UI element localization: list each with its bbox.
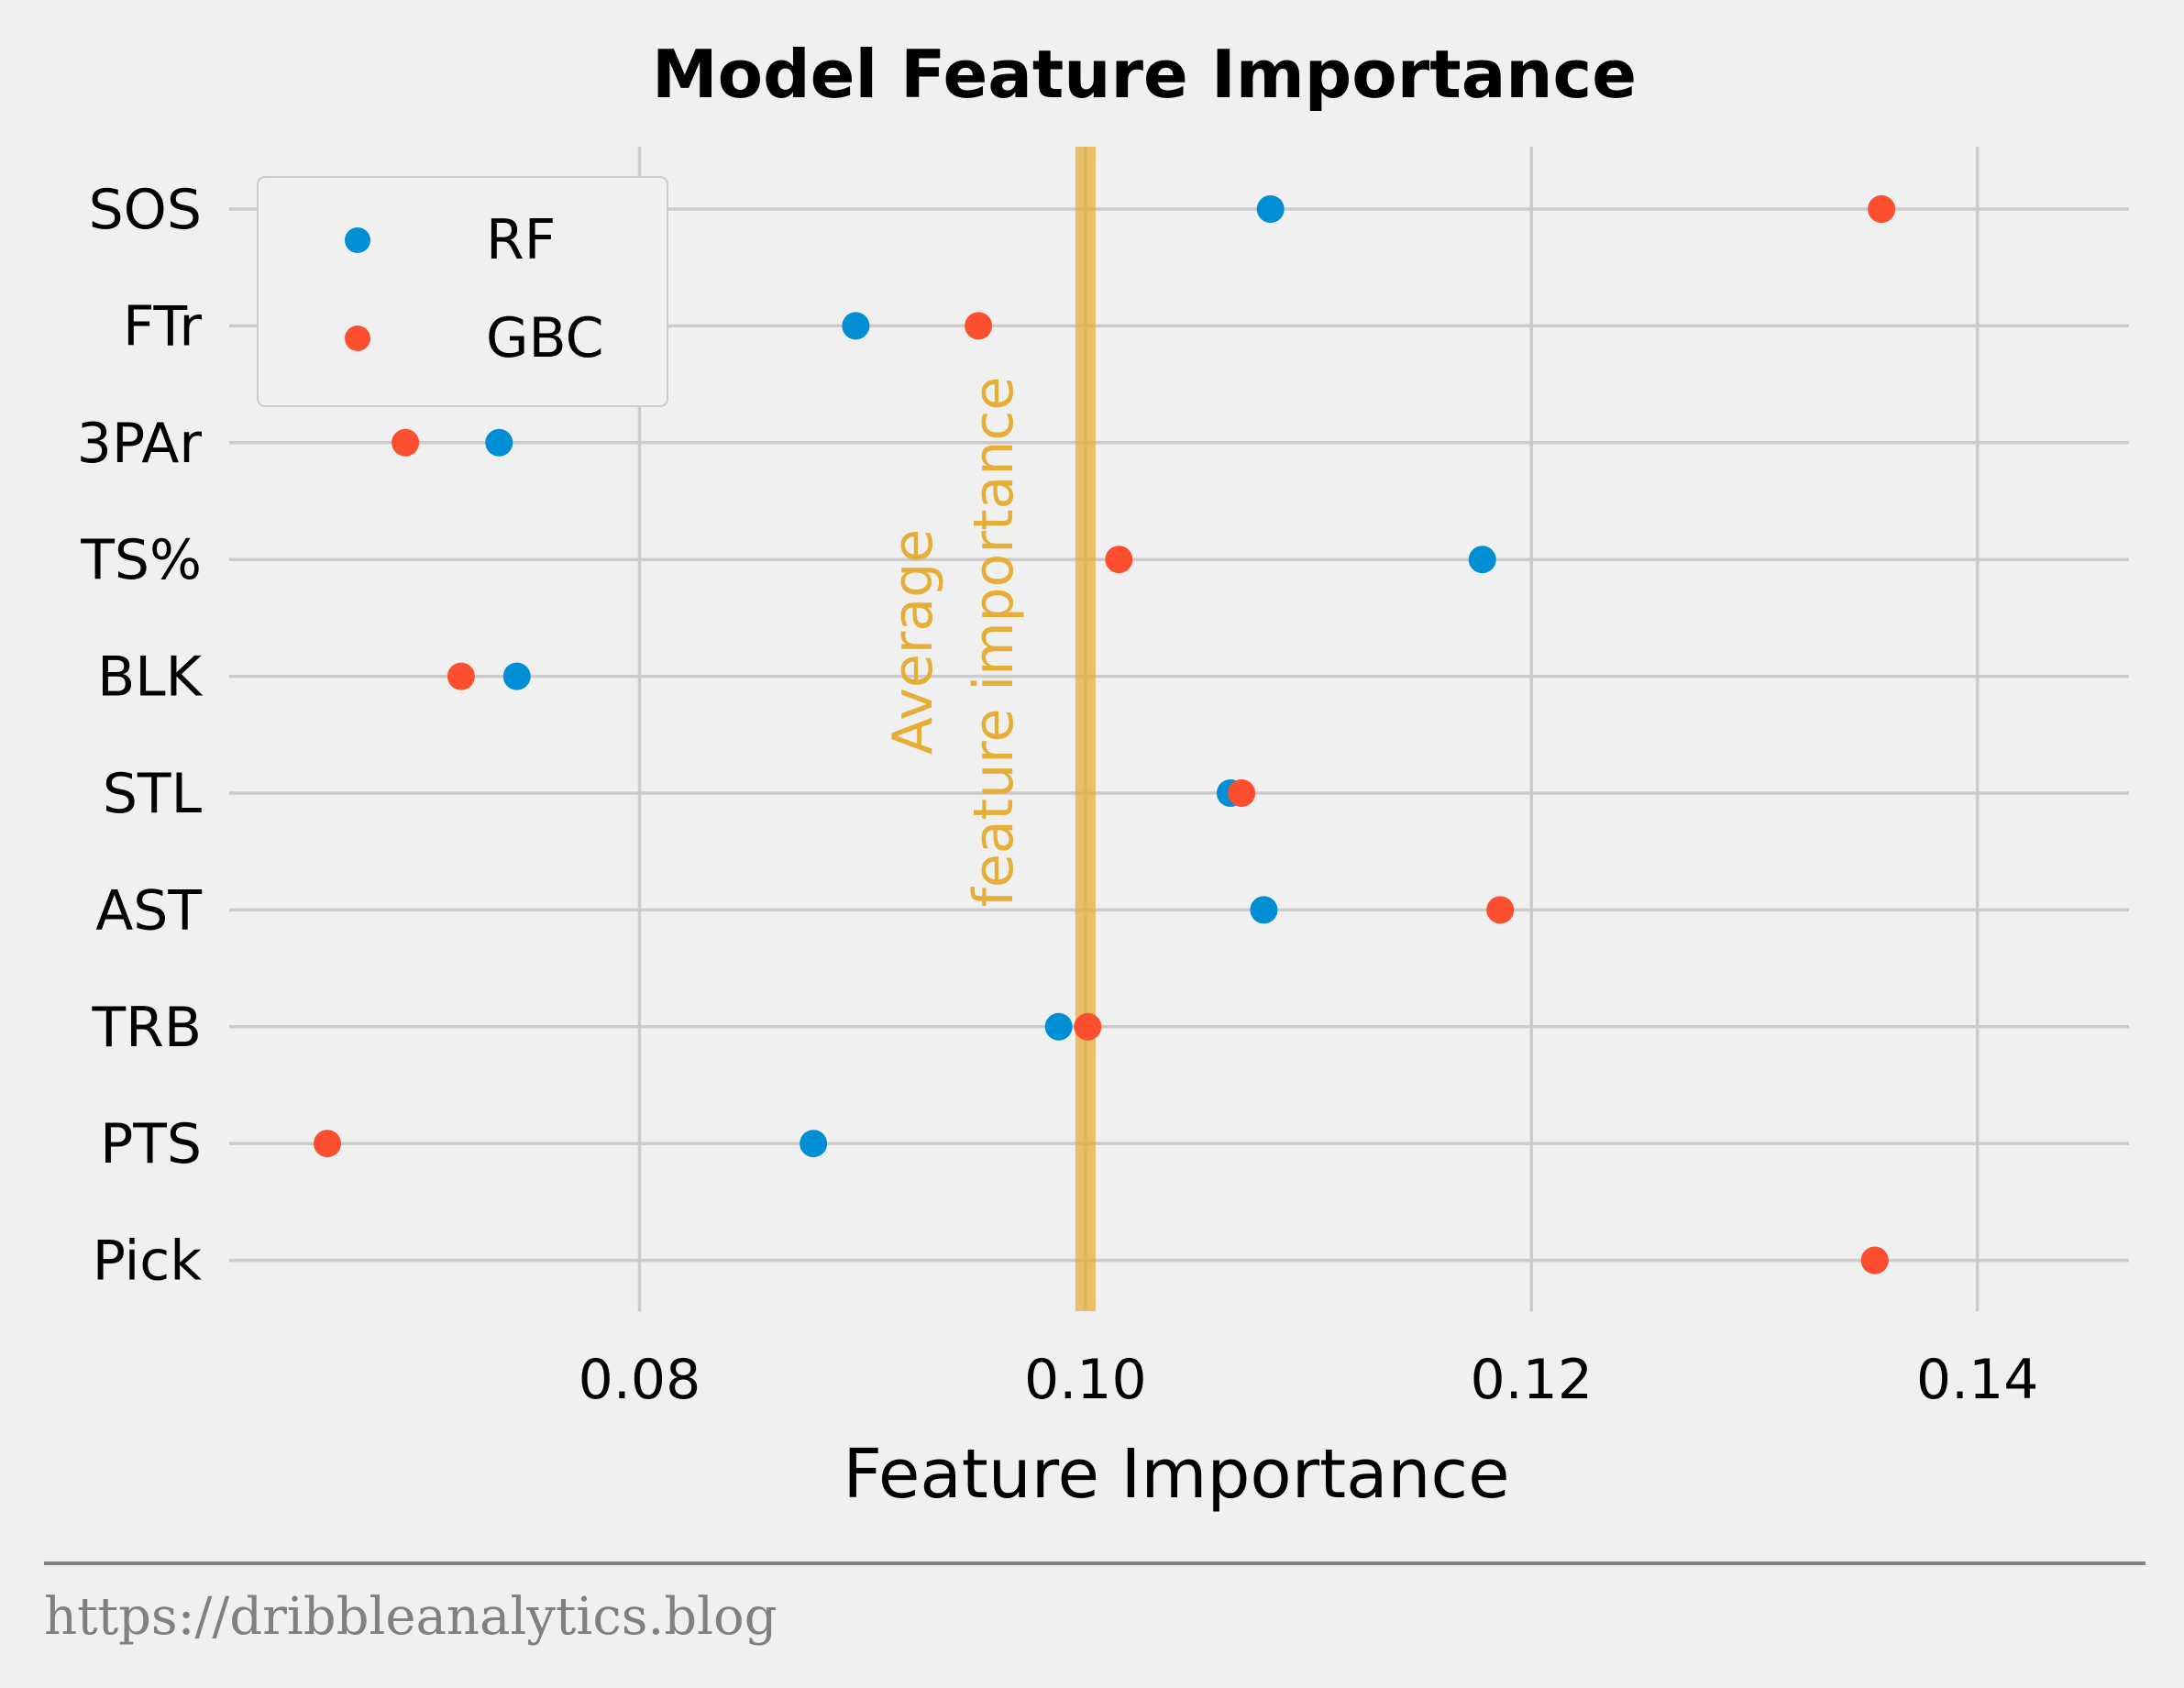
average-annotation: Average feature importance	[881, 377, 1026, 908]
point-gbc	[965, 312, 993, 340]
legend-label-gbc: GBC	[486, 306, 604, 370]
point-gbc	[447, 662, 475, 690]
point-rf	[1468, 546, 1496, 574]
footer-url: https://dribbleanalytics.blog	[44, 1587, 778, 1647]
x-tick-label: 0.14	[1916, 1348, 2039, 1412]
legend-label-rf: RF	[486, 208, 556, 272]
point-gbc	[1105, 546, 1133, 574]
point-rf	[1250, 896, 1278, 924]
point-gbc	[1228, 779, 1256, 807]
y-tick-label: TRB	[91, 996, 202, 1060]
legend-box	[257, 176, 668, 407]
point-rf	[485, 428, 513, 457]
point-gbc	[1868, 195, 1896, 223]
y-tick-label: SOS	[89, 178, 202, 242]
reference-line-layer: Average feature importance	[881, 147, 1096, 1311]
average-annotation-line: Average	[881, 529, 945, 755]
x-tick-label: 0.10	[1024, 1348, 1147, 1412]
points-layer	[314, 195, 1896, 1274]
y-tick-label: Pick	[93, 1230, 203, 1294]
point-rf	[502, 662, 531, 690]
point-gbc	[1074, 1012, 1102, 1041]
y-tick-label: AST	[95, 878, 202, 943]
point-gbc	[392, 428, 420, 457]
point-gbc	[1486, 896, 1515, 924]
legend: RF GBC	[257, 176, 668, 407]
y-tick-label: PTS	[100, 1112, 202, 1176]
legend-marker-gbc	[345, 325, 370, 351]
point-rf	[1256, 195, 1285, 223]
x-tick-label: 0.12	[1470, 1348, 1593, 1412]
y-tick-label: FTr	[123, 294, 202, 359]
average-annotation-line: feature importance	[962, 377, 1026, 908]
tick-labels: 0.08 0.10 0.12 0.14 SOS FTr 3PAr TS% BLK STL AST TR…	[77, 178, 2039, 1412]
chart-title: Model Feature Importance	[652, 36, 1637, 113]
y-tick-label: 3PAr	[77, 412, 203, 476]
legend-marker-rf	[345, 227, 370, 253]
point-rf	[800, 1130, 828, 1158]
point-rf	[1044, 1012, 1073, 1041]
point-rf	[842, 312, 870, 340]
x-axis-label: Feature Importance	[843, 1435, 1509, 1514]
y-tick-label: STL	[103, 762, 203, 826]
point-gbc	[314, 1130, 342, 1158]
x-tick-label: 0.08	[579, 1348, 701, 1412]
y-tick-label: BLK	[97, 645, 204, 710]
y-tick-label: TS%	[80, 528, 202, 592]
point-gbc	[1860, 1246, 1889, 1274]
